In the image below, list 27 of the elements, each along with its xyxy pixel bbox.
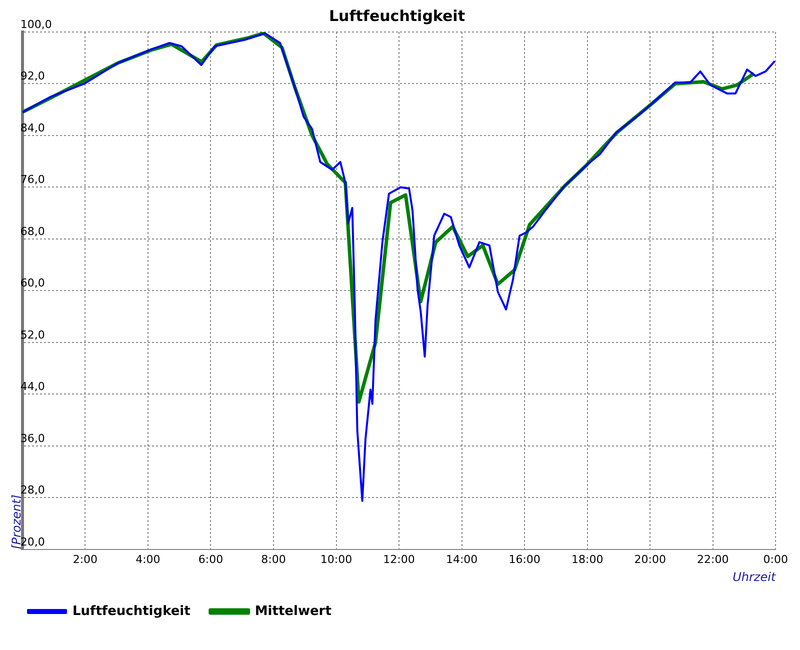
y-tick-label: 52,0 (20, 328, 45, 342)
x-tick-label: 20:00 (634, 552, 666, 566)
y-tick-label: 60,0 (20, 276, 45, 290)
x-tick-label: 2:00 (72, 552, 98, 566)
y-tick-label: 84,0 (20, 121, 45, 134)
chart-title: Luftfeuchtigkeit (329, 6, 465, 25)
y-tick-label: 68,0 (20, 224, 45, 238)
x-tick-label: 14:00 (446, 552, 478, 566)
y-tick-label: 36,0 (20, 432, 45, 445)
y-tick-label: 92,0 (20, 70, 45, 83)
x-tick-label: 10:00 (320, 552, 352, 566)
y-tick-label: 28,0 (20, 484, 45, 497)
legend-label: Luftfeuchtigkeit (72, 604, 190, 619)
x-tick-label: 8:00 (261, 552, 286, 566)
x-tick-label: 16:00 (508, 552, 540, 566)
y-tick-label: 20,0 (20, 535, 45, 548)
y-tick-label: 76,0 (20, 173, 45, 186)
x-tick-label: 22:00 (697, 552, 729, 566)
legend-label: Mittelwert (254, 604, 332, 619)
x-tick-label: 4:00 (136, 552, 160, 566)
y-tick-label: 44,0 (20, 380, 45, 394)
x-axis-title: Uhrzeit (732, 570, 777, 584)
x-tick-label: 18:00 (571, 552, 604, 566)
x-tick-label: 12:00 (383, 552, 415, 566)
x-tick-label: 6:00 (198, 552, 224, 566)
x-tick-label: 0:00 (763, 552, 788, 566)
y-tick-label: 100,0 (20, 18, 52, 31)
